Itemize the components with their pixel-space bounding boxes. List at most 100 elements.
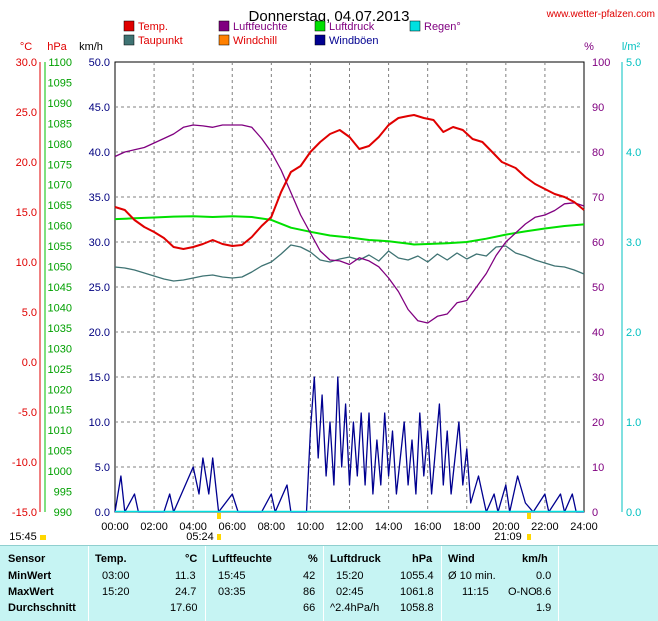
tick-label-pressure: 1100 <box>48 57 72 69</box>
series-line-luftdruck <box>114 215 585 246</box>
tick-label-x: 06:00 <box>218 521 246 533</box>
tick-label-pressure: 995 <box>54 487 72 499</box>
tick-label-temp: 30.0 <box>16 57 37 69</box>
tick-label-x: 22:00 <box>531 521 559 533</box>
tick-label-rain: 1.0 <box>626 417 641 429</box>
tick-label-humidity: 90 <box>592 102 604 114</box>
tick-label-pressure: 990 <box>54 507 72 519</box>
tick-label-x: 18:00 <box>453 521 481 533</box>
tick-label-pressure: 1060 <box>48 221 72 233</box>
cell-wind-direction: O-NO <box>508 586 537 598</box>
tick-label-wind: 5.0 <box>95 462 110 474</box>
cell-hum-time: 15:45 <box>218 570 246 582</box>
tick-label-pressure: 1035 <box>48 323 72 335</box>
sunset-marker <box>527 513 531 519</box>
tick-label-temp: -5.0 <box>18 407 37 419</box>
tick-label-rain: 0.0 <box>626 507 641 519</box>
tick-label-pressure: 1015 <box>48 405 72 417</box>
tick-label-pressure: 1065 <box>48 200 72 212</box>
header-wind: Wind <box>448 553 475 565</box>
axis-unit-pressure: hPa <box>47 41 67 53</box>
legend-swatch <box>218 20 230 32</box>
row-label: Durchschnitt <box>8 602 76 614</box>
sunrise-marker-low <box>217 534 221 540</box>
website-label: www.wetter-pfalzen.com <box>546 9 655 20</box>
series-line-luftfeuchte <box>114 124 585 324</box>
legend-label: Temp. <box>138 21 168 33</box>
tick-label-wind: 0.0 <box>95 507 110 519</box>
series-line-windböen <box>114 376 584 513</box>
tick-label-temp: 5.0 <box>22 307 37 319</box>
legend-swatch <box>314 34 326 46</box>
tick-label-wind: 50.0 <box>89 57 110 69</box>
cell-press-value: 1058.8 <box>400 602 434 614</box>
cell-temp-time: 15:20 <box>102 586 130 598</box>
statistics-table: Sensor Temp. °C Luftfeuchte % Luftdruck … <box>0 545 658 621</box>
tick-label-wind: 45.0 <box>89 102 110 114</box>
tick-label-wind: 35.0 <box>89 192 110 204</box>
tick-label-x: 02:00 <box>140 521 168 533</box>
tick-label-pressure: 1010 <box>48 425 72 437</box>
tick-label-pressure: 1090 <box>48 98 72 110</box>
cell-press-value: 1055.4 <box>400 570 434 582</box>
tick-label-pressure: 1040 <box>48 302 72 314</box>
tick-label-temp: 25.0 <box>16 107 37 119</box>
cell-press-value: 1061.8 <box>400 586 434 598</box>
header-sensor: Sensor <box>8 553 46 565</box>
cell-press-trend: ^2.4hPa/h <box>330 602 380 614</box>
header-wind-unit: km/h <box>522 553 548 565</box>
cell-wind-value: 8.6 <box>536 586 552 598</box>
legend-swatch <box>218 34 230 46</box>
axis-unit-rain: l/m² <box>622 41 641 53</box>
row-label: MaxWert <box>8 586 54 598</box>
cell-temp-value: 17.60 <box>170 602 198 614</box>
legend-label: Luftfeuchte <box>233 21 287 33</box>
cell-hum-value: 66 <box>303 602 316 614</box>
sunrise-label: 05:24 <box>186 531 214 543</box>
cell-temp-time: 03:00 <box>102 570 130 582</box>
tick-label-x: 14:00 <box>375 521 403 533</box>
tick-label-wind: 25.0 <box>89 282 110 294</box>
tick-label-x: 12:00 <box>336 521 364 533</box>
cell-temp-value: 11.3 <box>175 570 196 582</box>
row-label: MinWert <box>8 570 52 582</box>
tick-label-wind: 30.0 <box>89 237 110 249</box>
tick-label-wind: 40.0 <box>89 147 110 159</box>
tick-label-rain: 4.0 <box>626 147 641 159</box>
axis-unit-humidity: % <box>584 41 594 53</box>
tick-label-humidity: 0 <box>592 507 598 519</box>
tick-label-wind: 10.0 <box>89 417 110 429</box>
tick-label-humidity: 40 <box>592 327 604 339</box>
tick-label-pressure: 1070 <box>48 180 72 192</box>
tick-label-x: 20:00 <box>492 521 520 533</box>
cell-wind-value: 0.0 <box>536 570 552 582</box>
axis-unit-wind: km/h <box>79 41 103 53</box>
tick-label-rain: 2.0 <box>626 327 641 339</box>
cell-temp-value: 24.7 <box>175 586 197 598</box>
series-line-taupunkt <box>114 244 585 282</box>
table-row: Durchschnitt 17.60 66 ^2.4hPa/h 1058.8 1… <box>0 601 658 616</box>
legend-swatch <box>123 20 135 32</box>
weather-chart: Donnerstag, 04.07.2013 www.wetter-pfalzen… <box>9 8 655 543</box>
header-temp-unit: °C <box>185 553 198 565</box>
sunrise-marker <box>217 513 221 519</box>
tick-label-temp: -15.0 <box>12 507 37 519</box>
tick-label-x: 04:00 <box>179 521 207 533</box>
tick-label-rain: 3.0 <box>626 237 641 249</box>
tick-label-pressure: 1080 <box>48 139 72 151</box>
cell-wind-time: 11:15 <box>462 586 489 598</box>
legend-label: Regen° <box>424 21 461 33</box>
tick-label-humidity: 30 <box>592 372 604 384</box>
legend-label: Luftdruck <box>329 21 375 33</box>
tick-label-temp: 0.0 <box>22 357 37 369</box>
tick-label-humidity: 50 <box>592 282 604 294</box>
legend-swatch <box>409 20 421 32</box>
tick-label-x: 10:00 <box>297 521 325 533</box>
cell-hum-time: 03:35 <box>218 586 246 598</box>
tick-label-x: 16:00 <box>414 521 442 533</box>
series-line-temp <box>114 114 585 250</box>
tick-label-x: 00:00 <box>101 521 129 533</box>
tick-label-humidity: 20 <box>592 417 604 429</box>
sun-time-left-label: 15:45 <box>9 531 37 543</box>
tick-label-humidity: 60 <box>592 237 604 249</box>
